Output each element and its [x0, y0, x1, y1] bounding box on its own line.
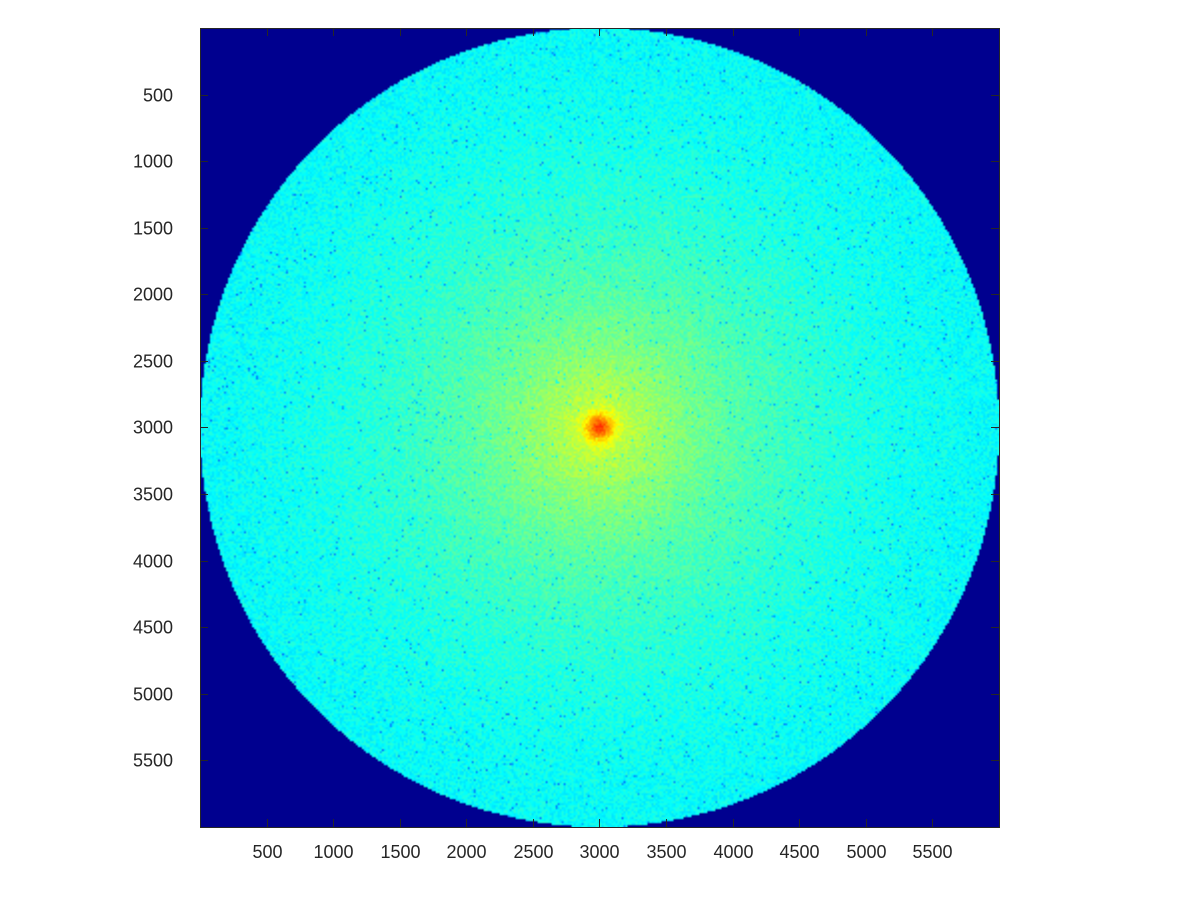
- x-tick-label: 2000: [446, 842, 486, 862]
- x-tick-label: 1000: [313, 842, 353, 862]
- x-tick-label: 3500: [646, 842, 686, 862]
- y-tick-label: 500: [143, 86, 173, 106]
- y-tick-label: 5000: [133, 685, 173, 705]
- heatmap-image: [200, 28, 999, 827]
- axes-box: [200, 28, 1000, 828]
- y-tick-label: 2500: [133, 352, 173, 372]
- x-tick-label: 5500: [912, 842, 952, 862]
- x-tick-label: 3000: [579, 842, 619, 862]
- y-tick-label: 3500: [133, 485, 173, 505]
- x-ticks: 500 1000 1500 2000 2500 3000 3500 4000 4500 5000 5…: [252, 28, 953, 862]
- x-tick-label: 500: [252, 842, 282, 862]
- x-tick-label: 5000: [846, 842, 886, 862]
- y-tick-label: 1500: [133, 219, 173, 239]
- y-tick-label: 3000: [133, 418, 173, 438]
- y-ticks: 500 1000 1500 2000 2500 3000 3500 4000 4500 5000 5…: [133, 86, 999, 771]
- x-tick-label: 2500: [513, 842, 553, 862]
- x-tick-label: 4000: [713, 842, 753, 862]
- x-tick-label: 1500: [380, 842, 420, 862]
- y-tick-label: 5500: [133, 751, 173, 771]
- x-tick-label: 4500: [779, 842, 819, 862]
- y-tick-label: 4500: [133, 618, 173, 638]
- y-tick-label: 1000: [133, 152, 173, 172]
- y-tick-label: 2000: [133, 285, 173, 305]
- y-tick-label: 4000: [133, 552, 173, 572]
